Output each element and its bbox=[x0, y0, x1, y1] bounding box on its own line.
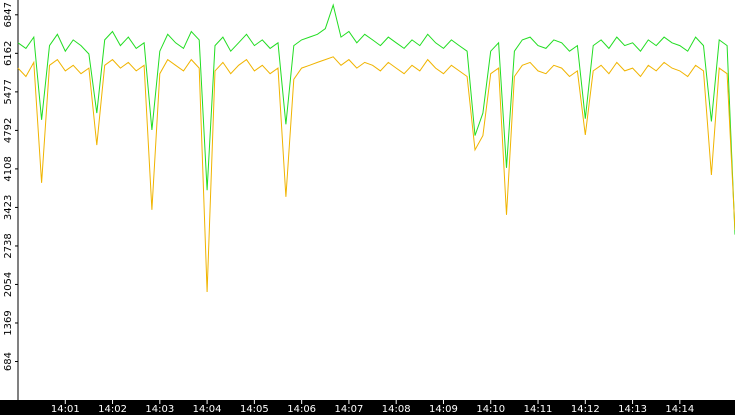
x-tick-label: 14:10 bbox=[476, 404, 505, 415]
x-tick-label: 14:04 bbox=[193, 404, 222, 415]
x-tick-label: 14:12 bbox=[571, 404, 600, 415]
x-tick-label: 14:03 bbox=[145, 404, 174, 415]
x-tick-label: 14:13 bbox=[618, 404, 647, 415]
x-axis-bar bbox=[0, 400, 735, 415]
x-tick-label: 14:02 bbox=[98, 404, 127, 415]
x-tick-label: 14:08 bbox=[382, 404, 411, 415]
y-tick-label: 4108 bbox=[3, 156, 14, 181]
y-tick-label: 1369 bbox=[3, 310, 14, 335]
x-tick-label: 14:14 bbox=[665, 404, 694, 415]
y-tick-label: 2054 bbox=[3, 272, 14, 297]
y-tick-label: 6847 bbox=[3, 2, 14, 27]
y-tick-label: 5477 bbox=[3, 79, 14, 104]
x-tick-label: 14:05 bbox=[240, 404, 269, 415]
y-tick-label: 4792 bbox=[3, 118, 14, 143]
y-tick-label: 2738 bbox=[3, 233, 14, 258]
y-tick-label: 684 bbox=[3, 352, 14, 371]
series-line bbox=[17, 56, 735, 293]
y-tick-label: 6162 bbox=[3, 41, 14, 66]
y-tick-label: 3423 bbox=[3, 195, 14, 220]
x-tick-label: 14:06 bbox=[287, 404, 316, 415]
x-tick-label: 14:09 bbox=[429, 404, 458, 415]
x-tick-label: 14:01 bbox=[51, 404, 80, 415]
series-line bbox=[17, 3, 735, 235]
x-tick-label: 14:07 bbox=[335, 404, 364, 415]
x-tick-label: 14:11 bbox=[524, 404, 553, 415]
